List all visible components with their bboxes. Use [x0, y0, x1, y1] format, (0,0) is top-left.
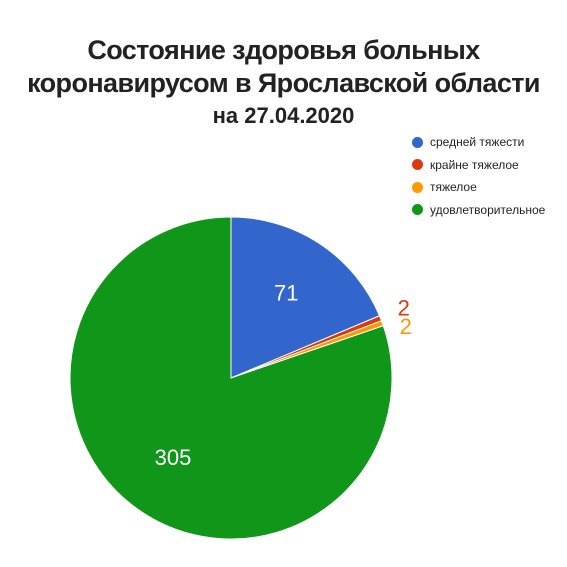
legend-marker-critical — [412, 159, 423, 171]
legend-item-severe[interactable]: тяжелое — [412, 176, 545, 199]
pie-label-critical: 2 — [398, 296, 410, 321]
legend-label-severe: тяжелое — [430, 180, 477, 195]
legend-item-critical[interactable]: крайне тяжелое — [412, 154, 545, 177]
chart-title-block: Состояние здоровья больных коронавирусом… — [0, 34, 567, 130]
legend-marker-satisfactory — [412, 204, 423, 216]
pie-label-satisfactory: 305 — [155, 445, 192, 470]
legend-item-medium[interactable]: средней тяжести — [412, 131, 545, 154]
legend-marker-medium — [412, 136, 423, 148]
legend-label-critical: крайне тяжелое — [430, 157, 519, 172]
pie-slice-medium[interactable] — [230, 216, 381, 379]
chart-subtitle: на 27.04.2020 — [212, 103, 355, 128]
legend-label-satisfactory: удовлетворительное — [430, 202, 546, 217]
pie-label-medium: 71 — [274, 281, 298, 306]
pie-slices — [69, 216, 393, 540]
legend-item-satisfactory[interactable]: удовлетворительное — [412, 199, 545, 222]
pie-data-labels: 71 22 305 — [155, 281, 412, 470]
legend-label-medium: средней тяжести — [430, 135, 525, 150]
legend-marker-severe — [412, 181, 423, 193]
chart-title-line-1: Состояние здоровья больных — [87, 35, 480, 65]
chart-title-line-2: коронавирусом в Ярославской области — [27, 68, 540, 98]
chart-legend: средней тяжести крайне тяжелое тяжелое у… — [412, 131, 545, 221]
pie-slice-satisfactory[interactable] — [69, 216, 393, 540]
pie-label-severe: 2 — [400, 314, 412, 339]
